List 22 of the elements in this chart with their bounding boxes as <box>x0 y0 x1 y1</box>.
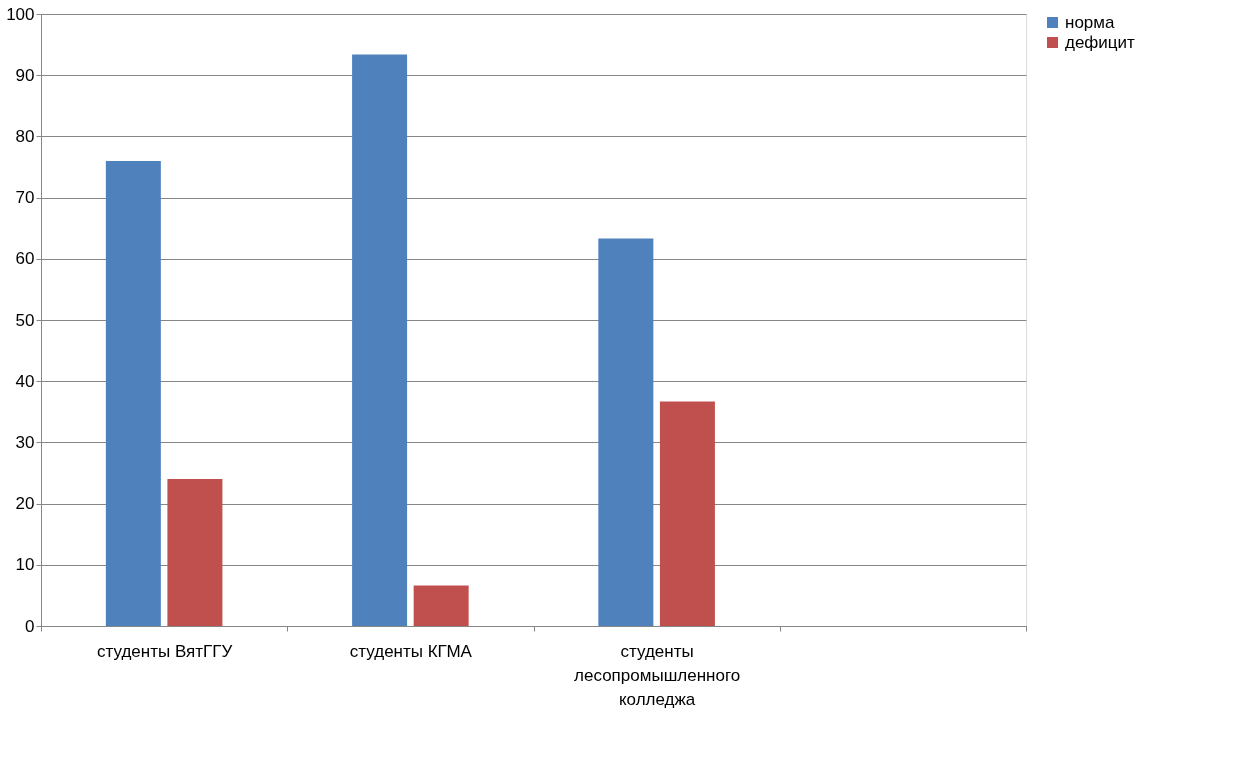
y-tick-label: 30 <box>15 432 35 452</box>
y-tick-label: 60 <box>15 249 35 269</box>
y-tick-label: 70 <box>15 188 35 208</box>
y-tick-label: 10 <box>15 555 35 575</box>
x-tick-label: студенты КГМА <box>349 641 473 661</box>
y-tick-label: 90 <box>15 65 35 85</box>
bar <box>167 479 223 626</box>
bar <box>659 401 715 626</box>
y-tick-label: 20 <box>15 494 35 514</box>
y-tick-label: 100 <box>6 4 35 24</box>
bar <box>352 54 408 626</box>
x-tick-label: студенты ВятГГУ <box>96 641 233 661</box>
legend-label: дефицит <box>1065 32 1136 52</box>
y-tick-label: 0 <box>25 616 35 636</box>
bar <box>105 160 161 626</box>
bar <box>413 585 469 626</box>
x-tick-label: студенты лесопромышленного колледжа <box>574 641 741 709</box>
y-tick-label: 80 <box>15 126 35 146</box>
legend-label: норма <box>1065 12 1115 32</box>
y-tick-label: 40 <box>15 371 35 391</box>
bar <box>598 238 654 626</box>
y-tick-label: 50 <box>15 310 35 330</box>
